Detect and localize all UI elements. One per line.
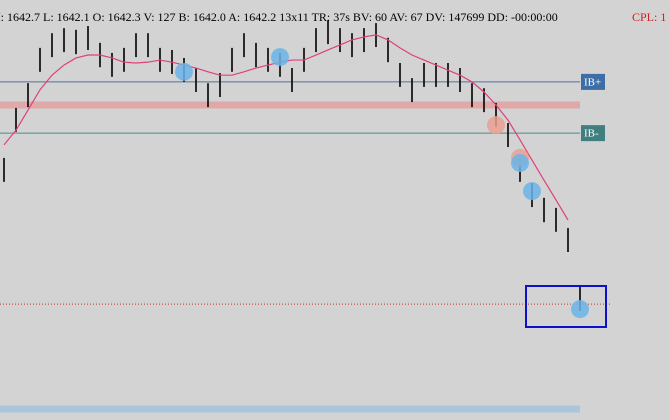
header-extra: CPL: 1 xyxy=(632,10,666,24)
marker xyxy=(511,153,529,172)
plot: IB+ IB- xyxy=(0,20,610,413)
band xyxy=(0,405,580,413)
band xyxy=(0,101,580,109)
level-label: IB- xyxy=(584,128,599,140)
selection-box xyxy=(525,285,607,328)
header-text: H: 1642.7 L: 1642.1 O: 1642.3 V: 127 B: … xyxy=(0,10,558,24)
marker xyxy=(175,62,193,81)
marker xyxy=(487,116,505,135)
marker xyxy=(523,182,541,201)
level-label: IB+ xyxy=(584,76,601,88)
level-label-box xyxy=(581,73,605,90)
marker xyxy=(271,48,289,67)
marker xyxy=(571,300,589,319)
level-label-box xyxy=(581,125,605,142)
